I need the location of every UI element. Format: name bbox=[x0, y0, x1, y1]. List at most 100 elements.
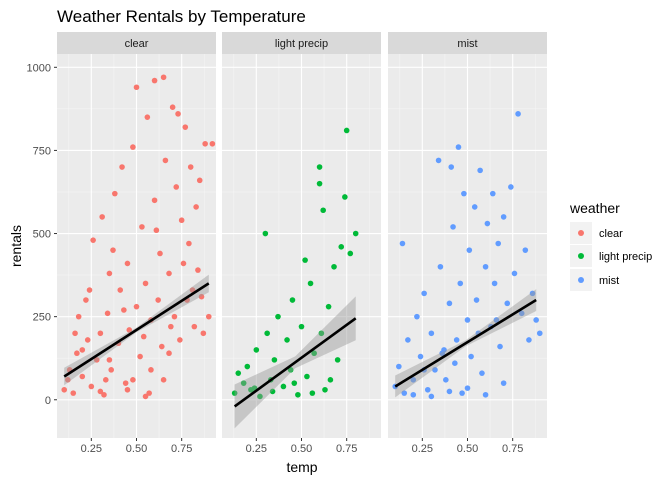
data-point bbox=[108, 367, 115, 373]
data-point bbox=[244, 363, 251, 370]
data-point bbox=[529, 290, 536, 297]
data-point bbox=[352, 230, 359, 237]
data-point bbox=[304, 373, 310, 380]
data-point bbox=[72, 330, 78, 337]
legend-entry: clear bbox=[599, 228, 623, 240]
data-point bbox=[504, 300, 511, 307]
data-point bbox=[518, 310, 525, 317]
x-tick-label: 0.75 bbox=[171, 443, 192, 455]
data-point bbox=[235, 370, 242, 376]
data-point bbox=[97, 388, 104, 395]
data-point bbox=[157, 250, 163, 257]
data-point bbox=[168, 323, 174, 330]
data-point bbox=[104, 310, 111, 317]
data-point bbox=[160, 74, 167, 81]
data-point bbox=[291, 380, 298, 386]
x-tick-label: 0.75 bbox=[336, 443, 357, 455]
data-point bbox=[491, 280, 498, 287]
data-point bbox=[133, 303, 140, 310]
x-tick-label: 0.25 bbox=[246, 443, 267, 455]
data-point bbox=[536, 330, 543, 337]
data-point bbox=[298, 323, 305, 330]
data-point bbox=[302, 257, 308, 263]
data-point bbox=[97, 330, 104, 337]
data-point bbox=[443, 377, 449, 383]
data-point bbox=[148, 367, 154, 373]
data-point bbox=[435, 157, 442, 164]
data-point bbox=[65, 377, 71, 383]
x-tick-label: 0.50 bbox=[457, 443, 478, 455]
data-point bbox=[202, 140, 208, 147]
data-point bbox=[177, 337, 183, 343]
data-point bbox=[325, 303, 332, 310]
data-point bbox=[468, 353, 474, 360]
x-tick-label: 0.50 bbox=[126, 443, 147, 455]
data-point bbox=[166, 270, 172, 277]
data-point bbox=[453, 337, 460, 343]
data-point bbox=[287, 367, 294, 373]
facet-strip-label: light precip bbox=[275, 38, 328, 50]
data-point bbox=[448, 164, 455, 170]
x-tick-label: 0.50 bbox=[291, 443, 312, 455]
data-point bbox=[180, 260, 187, 267]
data-point bbox=[124, 386, 131, 393]
data-point bbox=[166, 350, 172, 357]
data-point bbox=[410, 391, 417, 398]
data-point bbox=[414, 313, 420, 320]
data-point bbox=[396, 363, 402, 370]
x-tick-label: 0.75 bbox=[502, 443, 523, 455]
trend-line bbox=[233, 317, 357, 408]
data-point bbox=[338, 244, 345, 250]
data-point bbox=[112, 190, 118, 197]
data-point bbox=[93, 357, 100, 363]
data-point bbox=[75, 313, 82, 320]
trend-line bbox=[63, 282, 210, 378]
data-point bbox=[142, 393, 149, 400]
data-point bbox=[119, 164, 125, 170]
data-point bbox=[101, 391, 107, 398]
data-point bbox=[424, 386, 431, 393]
data-point bbox=[331, 263, 337, 270]
data-point bbox=[432, 367, 438, 373]
data-point bbox=[289, 297, 296, 303]
facet-strip bbox=[222, 32, 381, 54]
data-point bbox=[421, 290, 427, 297]
facet-strip bbox=[388, 32, 547, 54]
data-point bbox=[500, 380, 507, 386]
data-point bbox=[140, 333, 147, 340]
data-point bbox=[262, 230, 269, 237]
data-point bbox=[83, 297, 89, 303]
y-tick-label: 1000 bbox=[27, 62, 51, 74]
legend-swatch bbox=[578, 230, 584, 236]
data-point bbox=[175, 111, 181, 117]
data-point bbox=[269, 388, 276, 395]
data-point bbox=[439, 350, 446, 357]
data-point bbox=[464, 317, 471, 323]
data-point bbox=[410, 377, 417, 383]
data-point bbox=[399, 240, 406, 247]
data-point bbox=[193, 204, 199, 210]
y-tick-label: 500 bbox=[33, 229, 51, 241]
data-point bbox=[264, 330, 270, 337]
data-point bbox=[489, 190, 496, 197]
data-point bbox=[473, 297, 480, 303]
data-point bbox=[307, 280, 314, 287]
data-point bbox=[122, 380, 129, 386]
data-point bbox=[117, 287, 124, 293]
data-point bbox=[182, 124, 189, 130]
data-point bbox=[106, 270, 113, 277]
facet-panels: clear 0.25 0.50 0.75 light precip 0.25 0.50 0.7… bbox=[27, 32, 547, 455]
data-point bbox=[178, 217, 185, 224]
y-tick-label: 250 bbox=[33, 312, 51, 324]
data-point bbox=[151, 197, 158, 204]
data-point bbox=[79, 373, 86, 380]
data-point bbox=[139, 224, 145, 230]
data-point bbox=[479, 370, 485, 376]
y-axis-title: rentals bbox=[8, 225, 24, 267]
data-point bbox=[191, 323, 198, 330]
data-point bbox=[327, 377, 334, 383]
data-point bbox=[146, 390, 152, 396]
data-point bbox=[130, 144, 136, 150]
data-point bbox=[533, 317, 539, 323]
legend-entry: light precip bbox=[599, 251, 652, 263]
